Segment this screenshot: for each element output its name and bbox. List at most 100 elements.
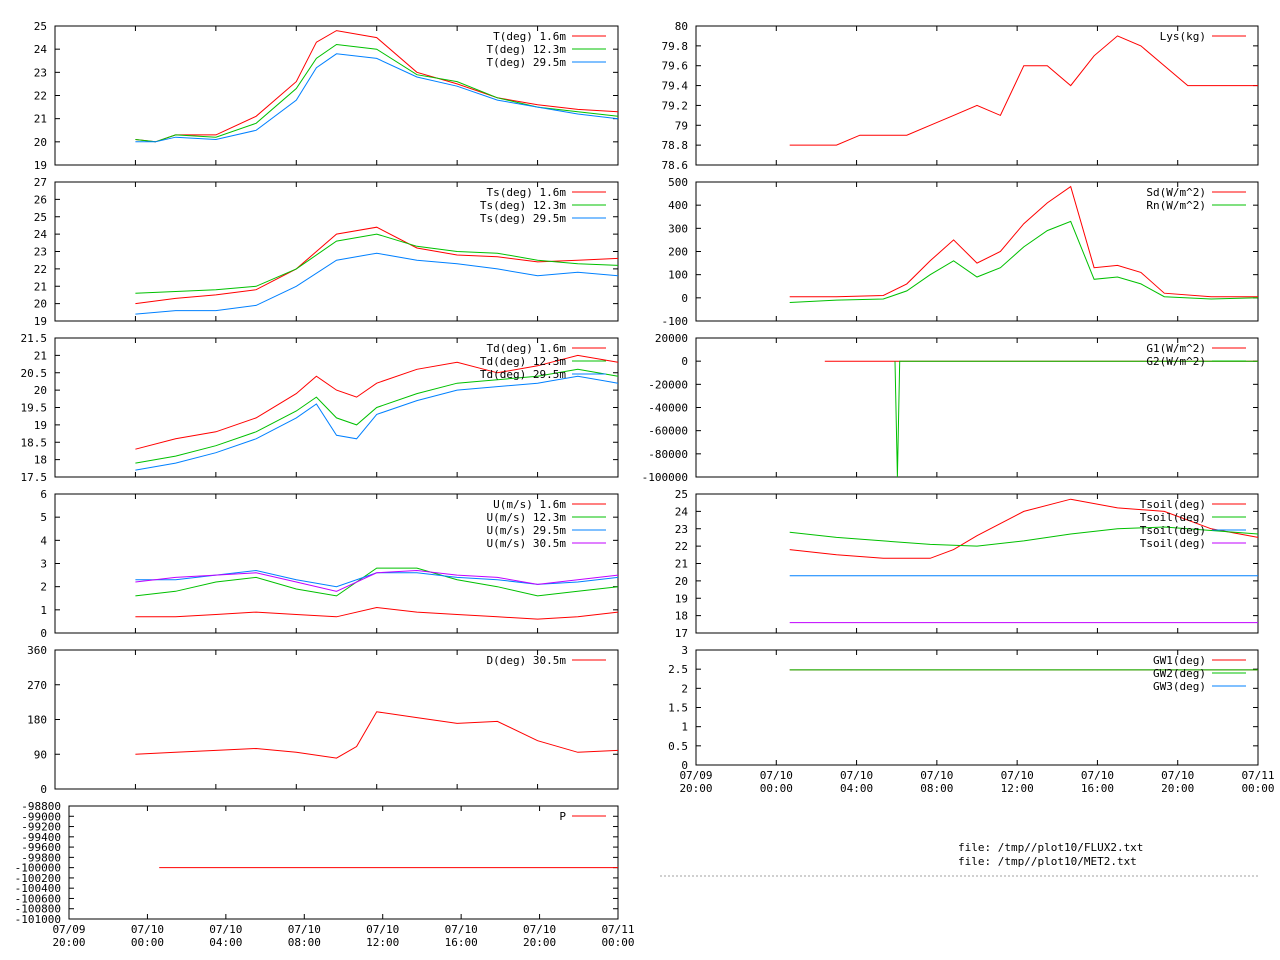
- x-tick-label: 20:00: [679, 782, 712, 795]
- y-tick-label: 17.5: [21, 471, 48, 484]
- plot-frame: [54, 649, 619, 790]
- y-tick-label: 18: [34, 454, 47, 467]
- y-tick-label: -20000: [648, 378, 688, 391]
- y-tick-label: -100000: [642, 471, 688, 484]
- x-tick-label: 20:00: [52, 936, 85, 949]
- series-line-tsurf-2: [135, 252, 619, 315]
- series-line-temp-2: [135, 53, 619, 143]
- series-line-tsurf-0: [135, 226, 619, 305]
- x-tick-label: 07/09: [679, 769, 712, 782]
- y-tick-label: -100400: [15, 882, 61, 895]
- x-tick-label: 04:00: [840, 782, 873, 795]
- x-tick-label: 08:00: [288, 936, 321, 949]
- x-tick-label: 07/10: [1081, 769, 1114, 782]
- legend-label: Tsoil(deg): [1140, 537, 1206, 550]
- legend-label: GW1(deg): [1153, 654, 1206, 667]
- y-tick-label: 1: [40, 604, 47, 617]
- y-tick-label: -100: [662, 315, 689, 328]
- x-tick-label: 07/10: [760, 769, 793, 782]
- y-tick-label: 400: [668, 199, 688, 212]
- x-tick-label: 08:00: [920, 782, 953, 795]
- y-tick-label: 300: [668, 222, 688, 235]
- y-tick-label: 22: [34, 263, 47, 276]
- y-tick-label: 20.5: [21, 367, 48, 380]
- y-tick-label: 26: [34, 193, 47, 206]
- y-tick-label: -60000: [648, 425, 688, 438]
- legend-label: Ts(deg) 12.3m: [480, 199, 566, 212]
- y-tick-label: 19: [34, 159, 47, 172]
- plot-frame: [68, 805, 619, 920]
- legend-label: Tsoil(deg): [1140, 498, 1206, 511]
- x-tick-label: 07/11: [1241, 769, 1274, 782]
- x-tick-label: 07/10: [131, 923, 164, 936]
- y-tick-label: 78.6: [662, 159, 689, 172]
- x-tick-label: 00:00: [601, 936, 634, 949]
- legend-label: U(m/s) 30.5m: [487, 537, 567, 550]
- y-tick-label: 3: [40, 558, 47, 571]
- y-tick-label: -98800: [21, 800, 61, 813]
- panel-pressure: -101000-100800-100600-100400-100200-1000…: [15, 800, 635, 949]
- y-tick-label: 3: [681, 644, 688, 657]
- x-tick-label: 00:00: [131, 936, 164, 949]
- series-line-wind-1: [135, 567, 619, 597]
- y-tick-label: 4: [40, 534, 47, 547]
- legend-label: T(deg) 12.3m: [487, 43, 567, 56]
- legend-label: G1(W/m^2): [1146, 342, 1206, 355]
- panel-groundwater: 00.511.522.5307/0920:0007/1000:0007/1004…: [668, 644, 1274, 795]
- x-tick-label: 12:00: [1001, 782, 1034, 795]
- legend-label: Lys(kg): [1160, 30, 1206, 43]
- y-tick-label: 27: [34, 176, 47, 189]
- legend-label: Td(deg) 12.3m: [480, 355, 566, 368]
- x-tick-label: 07/10: [288, 923, 321, 936]
- y-tick-label: 79.8: [662, 40, 689, 53]
- series-line-dewpt-0: [135, 354, 619, 450]
- panel-soiltemp: 171819202122232425Tsoil(deg)Tsoil(deg)Ts…: [675, 488, 1259, 640]
- y-tick-label: 21: [34, 280, 47, 293]
- y-tick-label: 1: [681, 721, 688, 734]
- y-tick-label: -40000: [648, 402, 688, 415]
- y-tick-label: 23: [34, 246, 47, 259]
- series-line-dewpt-2: [135, 375, 619, 471]
- y-tick-label: -100600: [15, 892, 61, 905]
- y-tick-label: 0.5: [668, 740, 688, 753]
- panel-wind: 0 1 2 3 4 5 6 U(m/s) 1.6mU(m/s) 12.3mU(m/s) 29.…: [40, 488, 619, 640]
- legend-label: U(m/s) 1.6m: [493, 498, 566, 511]
- y-tick-label: 79.4: [662, 80, 689, 93]
- y-tick-label: -99800: [21, 851, 61, 864]
- series-line-soiltemp-1: [789, 526, 1259, 547]
- y-tick-label: 25: [675, 488, 688, 501]
- y-tick-label: 24: [34, 228, 48, 241]
- x-tick-label: 12:00: [366, 936, 399, 949]
- legend-label: GW3(deg): [1153, 680, 1206, 693]
- panel-dewpt: 17.5 18 18.5 19 19.5 20 20.5 21 21.5 Td(deg) 1.6m…: [21, 332, 619, 484]
- x-tick-label: 00:00: [760, 782, 793, 795]
- y-tick-label: 0: [40, 627, 47, 640]
- y-tick-label: -80000: [648, 448, 688, 461]
- y-tick-label: 19: [675, 592, 688, 605]
- x-tick-label: 07/10: [209, 923, 242, 936]
- x-tick-label: 07/10: [445, 923, 478, 936]
- legend-label: T(deg) 29.5m: [487, 56, 567, 69]
- x-tick-label: 00:00: [1241, 782, 1274, 795]
- y-tick-label: -100800: [15, 903, 61, 916]
- series-line-tsurf-1: [135, 233, 619, 294]
- legend-label: Rn(W/m^2): [1146, 199, 1206, 212]
- y-tick-label: 79: [675, 119, 688, 132]
- y-tick-label: -100200: [15, 872, 61, 885]
- y-tick-label: 19: [34, 315, 47, 328]
- y-tick-label: 90: [34, 748, 47, 761]
- legend-label: U(m/s) 12.3m: [487, 511, 567, 524]
- y-tick-label: 0: [681, 759, 688, 772]
- y-tick-label: 23: [34, 66, 47, 79]
- y-tick-label: 78.8: [662, 139, 689, 152]
- series-line-lys-0: [789, 35, 1258, 146]
- panel-temp: 19 20 21 22 23 24 25 T(deg) 1.6mT(deg) 12.3mT(d…: [34, 20, 619, 172]
- legend-label: U(m/s) 29.5m: [487, 524, 567, 537]
- y-tick-label: 20: [34, 384, 47, 397]
- x-tick-label: 07/10: [840, 769, 873, 782]
- y-tick-label: -99000: [21, 810, 61, 823]
- series-line-wind-0: [135, 606, 619, 620]
- y-tick-label: 79.2: [662, 99, 689, 112]
- y-tick-label: 22: [675, 540, 688, 553]
